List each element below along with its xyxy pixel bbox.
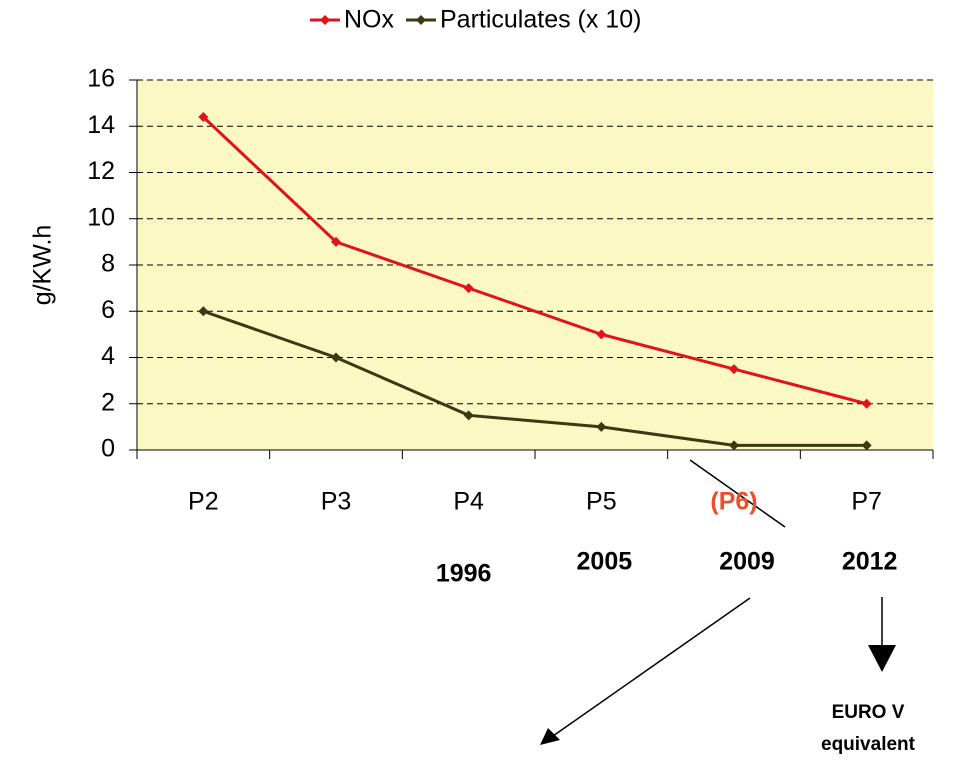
y-tick-label: 8 [101, 250, 115, 278]
year-label: 2009 [719, 548, 775, 576]
annotation: equivalent [821, 734, 916, 755]
legend-marker [416, 15, 426, 25]
y-tick-label: 0 [101, 435, 115, 463]
legend-marker [320, 15, 330, 25]
x-tick-label: P5 [586, 488, 617, 516]
y-tick-label: 14 [87, 111, 115, 139]
y-tick-label: 2 [101, 388, 115, 416]
y-axis-label: g/KW.h [29, 225, 57, 306]
arrow-head [540, 728, 560, 745]
point [331, 236, 341, 247]
y-tick-label: 4 [101, 342, 115, 370]
legend-label: NOx [344, 6, 395, 34]
arrow [552, 597, 751, 737]
point [463, 410, 474, 421]
strike-line [689, 459, 786, 528]
year-label: 2005 [577, 548, 633, 576]
x-tick-label: P4 [453, 488, 484, 516]
x-tick-label: P7 [851, 488, 882, 516]
y-tick-label: 12 [87, 157, 115, 185]
series-line [202, 115, 868, 406]
point [331, 352, 341, 363]
point [861, 440, 872, 451]
point [596, 329, 607, 340]
y-tick-label: 16 [87, 65, 115, 93]
point [729, 440, 739, 451]
point [463, 283, 474, 294]
point [198, 306, 209, 317]
point [729, 364, 739, 375]
point [861, 398, 872, 409]
point [596, 421, 607, 432]
point [198, 112, 209, 122]
plot-area [137, 80, 933, 450]
year-label: 1996 [436, 560, 492, 588]
year-label: 2012 [842, 548, 898, 576]
x-tick-label: P2 [188, 488, 219, 516]
annotation: EURO V [832, 702, 905, 723]
arrow-head [868, 645, 896, 672]
x-tick-label: (P6) [710, 488, 757, 516]
series-line [202, 309, 867, 447]
y-tick-label: 6 [101, 296, 115, 324]
legend-label: Particulates (x 10) [440, 6, 641, 34]
x-tick-label: P3 [321, 488, 352, 516]
y-tick-label: 10 [87, 203, 115, 231]
